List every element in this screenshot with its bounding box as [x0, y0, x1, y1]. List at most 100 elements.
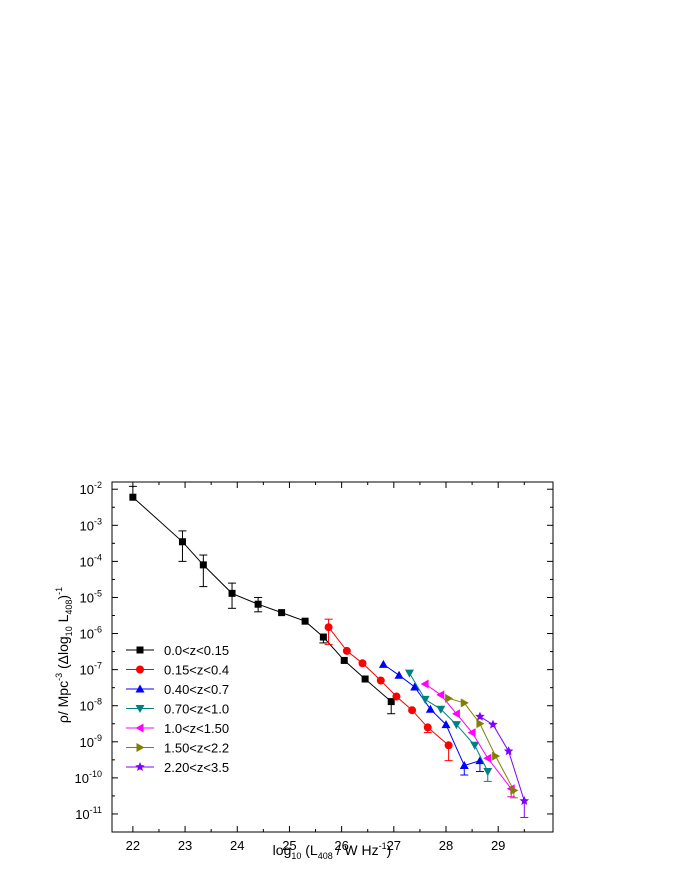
y-tick-label: 10-9 [80, 733, 102, 750]
series-line [479, 716, 525, 802]
y-tick-label: 10-4 [80, 552, 102, 569]
legend-entry: 0.0<z<0.15 [126, 643, 229, 658]
legend-marker [136, 743, 145, 752]
series-4 [404, 669, 493, 782]
data-point [423, 723, 432, 732]
data-point [436, 690, 445, 700]
y-tick-label: 10-5 [80, 588, 102, 605]
legend-label: 2.20<z<3.5 [164, 760, 229, 775]
data-point [445, 693, 454, 703]
data-point [441, 720, 451, 729]
x-tick-label: 25 [282, 838, 296, 853]
series-6 [445, 693, 519, 799]
data-point [420, 679, 429, 689]
x-label-sub1: 10 [291, 851, 301, 861]
legend-marker [135, 705, 145, 713]
data-point [199, 561, 207, 569]
x-tick-label: 23 [178, 838, 192, 853]
x-tick-label: 24 [230, 838, 244, 853]
y-label-mid: (Δlog [55, 636, 71, 673]
axis-ticks: 22 23 24 25 26 27 28 29 10-11 10-10 10-9 10-8 10-7 10… [75, 480, 553, 853]
legend-entry: 0.40<z<0.7 [126, 682, 229, 697]
data-point [444, 741, 453, 750]
data-point [319, 633, 327, 641]
data-point [420, 695, 430, 704]
x-tick-label: 26 [334, 838, 348, 853]
data-point [488, 719, 498, 729]
y-tick-label: 10-8 [80, 697, 102, 714]
x-tick-label: 22 [126, 838, 140, 853]
series-line [383, 663, 481, 767]
y-label-end: ) [55, 595, 71, 600]
x-tick-label: 28 [439, 838, 453, 853]
y-axis-label: ρ/ Mpc-3 (Δlog10 L408)-1 [54, 587, 74, 723]
data-point [358, 659, 367, 668]
plot-frame [111, 481, 554, 833]
y-tick-label: 10-7 [80, 661, 102, 678]
x-label-mid: (L [301, 842, 318, 858]
data-point [483, 753, 492, 763]
y-label-sup2: -1 [54, 587, 64, 595]
x-label-end: ) [387, 842, 392, 858]
data-point [510, 785, 519, 795]
data-point [467, 728, 476, 738]
y-label-sub2: 408 [64, 600, 74, 615]
y-tick-label: 10-2 [80, 480, 102, 497]
data-point [178, 538, 186, 546]
y-label-sup1: -3 [54, 673, 64, 681]
data-point [519, 795, 530, 805]
y-tick-label: 10-11 [75, 805, 102, 822]
data-point [376, 676, 385, 685]
data-point [301, 617, 309, 625]
legend-label: 0.40<z<0.7 [164, 682, 229, 697]
data-point [476, 719, 485, 729]
legend-entry: 0.15<z<0.4 [126, 663, 229, 678]
y-tick-label: 10-10 [75, 769, 102, 786]
x-label-post: / W Hz [333, 842, 379, 858]
data-point [470, 741, 480, 750]
data-point [492, 751, 501, 761]
legend-label: 0.0<z<0.15 [164, 643, 229, 658]
data-point [503, 746, 514, 756]
data-point [451, 721, 461, 730]
data-point [475, 756, 485, 765]
data-point [475, 711, 485, 721]
data-point [278, 609, 286, 617]
data-point [460, 698, 469, 708]
series-line [409, 672, 489, 772]
y-tick-label: 10-6 [80, 625, 102, 642]
series-3 [378, 659, 485, 776]
data-point [451, 709, 460, 719]
legend-entry: 2.20<z<3.5 [126, 760, 229, 775]
data-point [483, 768, 493, 777]
x-tick-label: 29 [491, 838, 505, 853]
data-point [394, 670, 404, 679]
x-axis-label: log10 (L408 / W Hz-1) [273, 841, 392, 861]
y-label-pre: ρ/ Mpc [55, 681, 71, 723]
data-point [340, 656, 348, 664]
legend: 0.0<z<0.15 0.15<z<0.4 0.40<z<0.7 0.70<z<1.0… [126, 643, 229, 775]
legend-entry: 1.50<z<2.2 [126, 741, 229, 756]
series-line [424, 683, 512, 790]
legend-marker [136, 665, 144, 674]
y-tick-label: 10-3 [80, 516, 102, 533]
legend-marker [135, 762, 145, 772]
data-point [387, 698, 395, 706]
y-label-mid2: L [55, 614, 71, 626]
plot-area: 22 23 24 25 26 27 28 29 10-11 10-10 10-9 10-8 10-7 10… [75, 480, 554, 853]
data-point [404, 669, 414, 678]
data-point [228, 589, 236, 597]
y-label-sub1: 10 [64, 626, 74, 636]
x-label-sub2: 408 [318, 851, 333, 861]
data-point [410, 682, 420, 691]
data-point [324, 623, 333, 632]
legend-entry: 0.70<z<1.0 [126, 702, 229, 717]
data-point [129, 493, 137, 501]
data-point [425, 704, 435, 713]
x-label-pre: log [273, 842, 292, 858]
x-tick-label: 27 [387, 838, 401, 853]
data-point [254, 600, 262, 608]
legend-marker [136, 646, 144, 654]
legend-label: 1.50<z<2.2 [164, 741, 229, 756]
